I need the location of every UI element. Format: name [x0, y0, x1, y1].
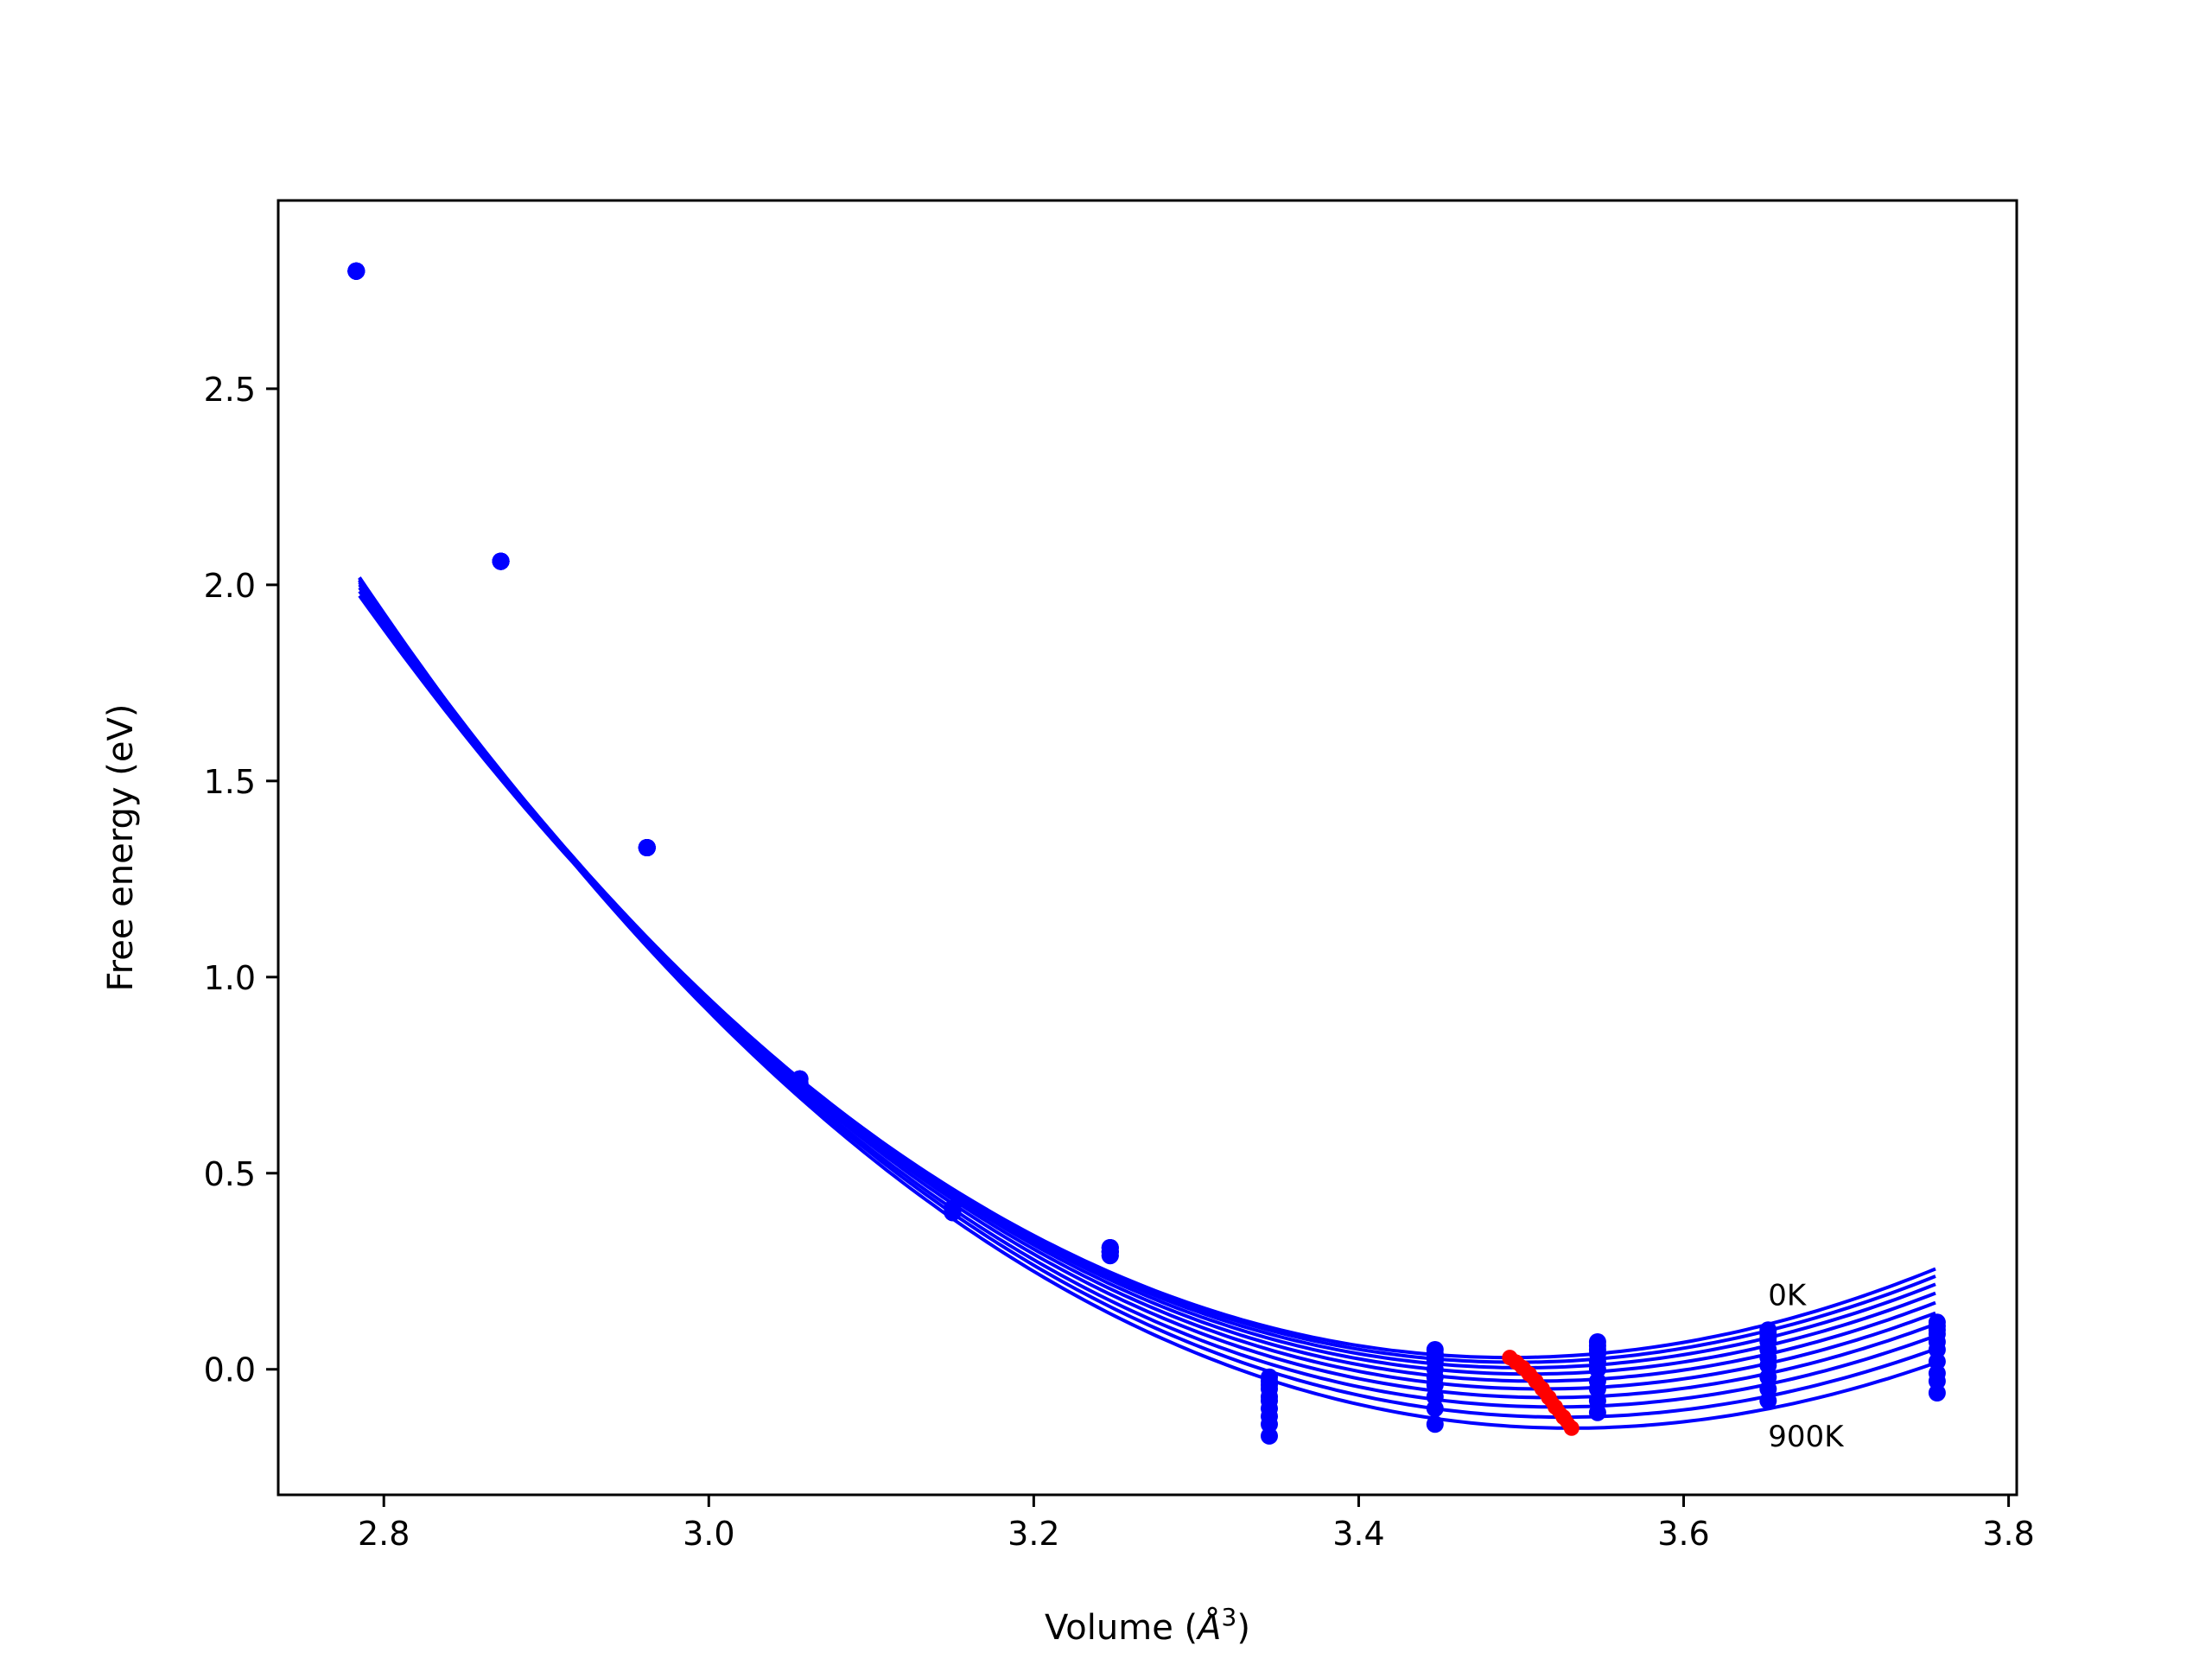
- x-tick-label: 3.8: [1982, 1515, 2034, 1553]
- y-tick-label: 0.5: [204, 1155, 256, 1193]
- data-point-800K: [1759, 1380, 1777, 1398]
- y-axis-label: Free energy (eV): [101, 704, 141, 992]
- data-point-900K: [791, 1074, 809, 1092]
- fit-curve-900K: [358, 576, 1936, 1430]
- minimum-segment: [1556, 1410, 1579, 1435]
- data-point-900K: [944, 1204, 962, 1222]
- data-point-500K: [1588, 1360, 1606, 1378]
- annotation-900K: 900K: [1768, 1420, 1845, 1454]
- data-point-900K: [1101, 1247, 1119, 1265]
- x-tick-label: 3.0: [683, 1515, 734, 1553]
- data-point-900K: [1426, 1415, 1444, 1433]
- minima-curve: [1502, 1350, 1580, 1436]
- y-tick-label: 2.0: [204, 567, 256, 605]
- x-tick-label: 3.4: [1332, 1515, 1384, 1553]
- y-tick-label: 1.0: [204, 959, 256, 997]
- plot-frame: [276, 199, 2018, 1497]
- data-point-900K: [1261, 1427, 1278, 1445]
- data-point-900K: [1928, 1384, 1946, 1402]
- x-axis-ticks: 2.8 3.0 3.2 3.4 3.6 3.8: [358, 1495, 2035, 1553]
- annotations: 0K 900K: [1768, 1278, 1845, 1453]
- fit-curves: [358, 576, 1936, 1430]
- annotation-0K: 0K: [1768, 1278, 1808, 1313]
- data-point-800K: [1426, 1400, 1444, 1418]
- data-point-900K: [347, 262, 365, 280]
- data-point-500K: [1928, 1341, 1946, 1358]
- y-axis-ticks: 0.0 0.5 1.0 1.5 2.0 2.5: [204, 371, 278, 1389]
- y-tick-label: 1.5: [204, 763, 256, 801]
- data-point-900K: [638, 839, 656, 856]
- y-tick-label: 0.0: [204, 1351, 256, 1389]
- y-tick-label: 2.5: [204, 371, 256, 409]
- data-point-900K: [492, 552, 510, 570]
- x-tick-label: 3.2: [1007, 1515, 1059, 1553]
- data-point-900K: [1588, 1403, 1606, 1421]
- data-points: [347, 262, 1946, 1445]
- x-tick-label: 2.8: [358, 1515, 410, 1553]
- data-point-900K: [1759, 1392, 1777, 1410]
- data-point-700K: [1588, 1380, 1606, 1398]
- x-axis-label: Volume (Å3): [1045, 1603, 1250, 1648]
- x-tick-label: 3.6: [1657, 1515, 1709, 1553]
